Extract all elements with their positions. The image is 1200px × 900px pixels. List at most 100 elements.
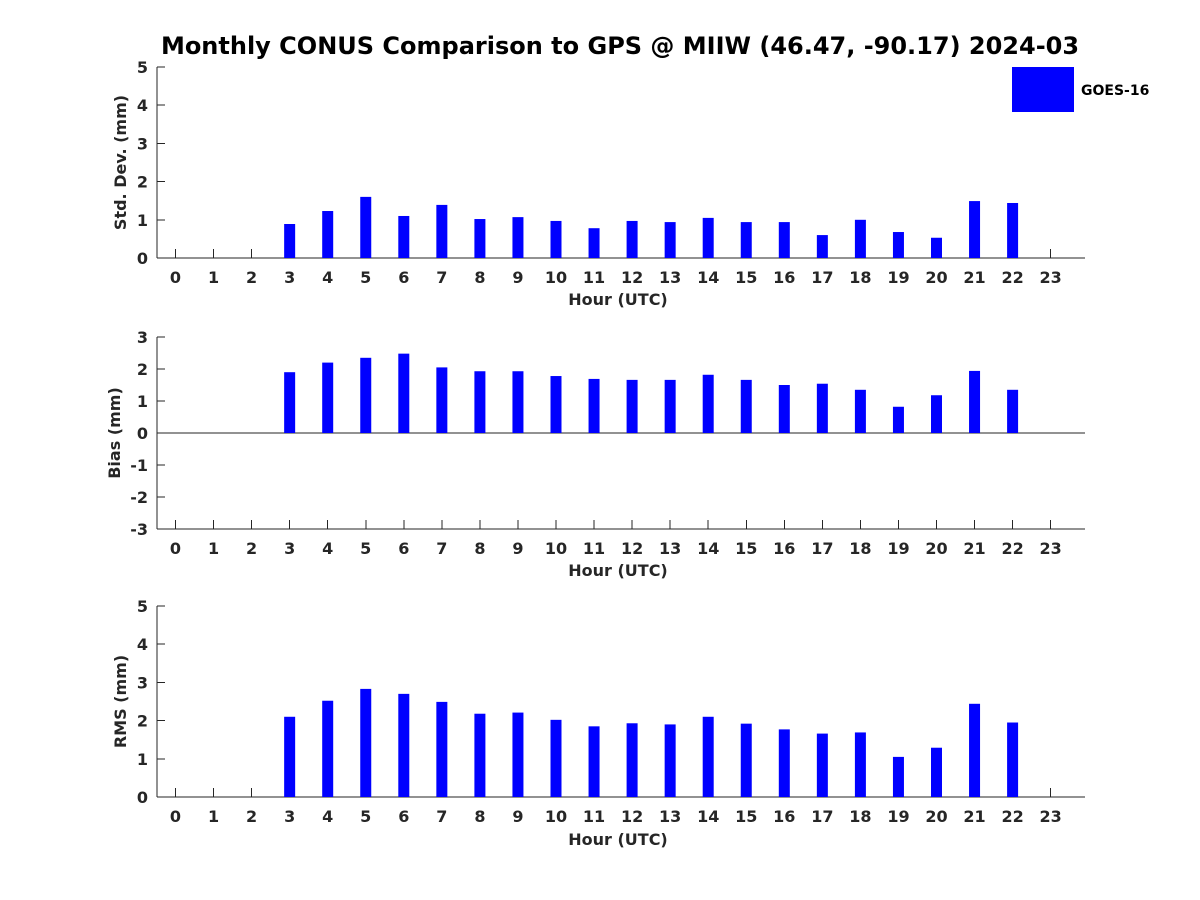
y-axis-label: RMS (mm) <box>111 655 130 748</box>
x-tick-label: 18 <box>849 268 871 287</box>
bar-hour-5 <box>360 688 372 797</box>
y-axis-label: Bias (mm) <box>105 387 124 479</box>
x-tick-label: 0 <box>170 539 181 558</box>
bar-hour-7 <box>436 701 448 797</box>
x-tick-label: 2 <box>246 807 257 826</box>
bar-hour-13 <box>664 724 676 797</box>
bar-hour-14 <box>702 217 714 258</box>
bar-hour-10 <box>550 220 562 258</box>
bar-hour-15 <box>740 222 752 258</box>
bar-hour-4 <box>322 700 334 797</box>
x-tick-label: 3 <box>284 268 295 287</box>
bar-hour-11 <box>588 228 600 258</box>
x-tick-label: 14 <box>697 268 719 287</box>
y-tick-label: 1 <box>137 211 148 230</box>
bar-hour-20 <box>931 747 942 797</box>
bar-hour-16 <box>778 385 790 433</box>
y-axis-label: Std. Dev. (mm) <box>111 95 130 230</box>
x-tick-label: 13 <box>659 539 681 558</box>
x-tick-label: 4 <box>322 268 333 287</box>
bar-hour-18 <box>854 732 866 797</box>
x-tick-label: 13 <box>659 807 681 826</box>
x-tick-label: 7 <box>436 539 447 558</box>
x-tick-label: 16 <box>773 539 795 558</box>
x-tick-label: 20 <box>925 539 947 558</box>
bar-hour-6 <box>398 693 410 797</box>
x-tick-label: 12 <box>621 807 643 826</box>
legend: GOES-16 <box>1012 67 1149 112</box>
bar-hour-8 <box>474 219 486 258</box>
x-tick-label: 6 <box>398 807 409 826</box>
x-tick-label: 17 <box>811 807 833 826</box>
x-tick-label: 22 <box>1001 807 1023 826</box>
bar-hour-8 <box>474 713 486 797</box>
y-tick-label: 2 <box>137 173 148 192</box>
bar-hour-12 <box>626 723 638 797</box>
x-tick-label: 20 <box>925 807 947 826</box>
bar-hour-18 <box>854 219 866 258</box>
bar-hour-17 <box>816 733 828 797</box>
legend-swatch <box>1012 67 1074 112</box>
x-tick-label: 15 <box>735 539 757 558</box>
x-tick-label: 16 <box>773 268 795 287</box>
x-tick-label: 15 <box>735 268 757 287</box>
x-tick-label: 17 <box>811 539 833 558</box>
bar-hour-19 <box>892 232 904 258</box>
bar-hour-18 <box>854 389 866 433</box>
y-tick-label: 4 <box>137 635 148 654</box>
x-tick-label: 18 <box>849 807 871 826</box>
x-tick-label: 19 <box>887 539 909 558</box>
bar-hour-14 <box>702 374 714 433</box>
x-tick-label: 16 <box>773 807 795 826</box>
x-tick-label: 5 <box>360 268 371 287</box>
y-tick-label: 5 <box>137 58 148 77</box>
y-tick-label: 3 <box>137 328 148 347</box>
bar-hour-3 <box>284 716 296 797</box>
x-tick-label: 0 <box>170 807 181 826</box>
bar-hour-3 <box>284 224 296 258</box>
bar-hour-20 <box>931 395 942 433</box>
x-tick-label: 2 <box>246 268 257 287</box>
bar-hour-17 <box>816 383 828 433</box>
bar-hour-12 <box>626 220 638 258</box>
bar-hour-13 <box>664 222 676 258</box>
x-tick-label: 19 <box>887 807 909 826</box>
bar-hour-3 <box>284 372 296 433</box>
bar-hour-11 <box>588 378 600 433</box>
bar-hour-22 <box>1007 202 1019 258</box>
x-tick-label: 4 <box>322 539 333 558</box>
x-tick-label: 17 <box>811 268 833 287</box>
bar-hour-4 <box>322 362 334 433</box>
bar-hour-21 <box>969 703 981 797</box>
x-tick-label: 3 <box>284 807 295 826</box>
bar-hour-10 <box>550 719 562 797</box>
x-tick-label: 23 <box>1040 807 1062 826</box>
x-tick-label: 21 <box>963 807 985 826</box>
x-tick-label: 8 <box>474 268 485 287</box>
x-tick-label: 0 <box>170 268 181 287</box>
y-tick-label: 3 <box>137 134 148 153</box>
x-tick-label: 21 <box>963 268 985 287</box>
bar-hour-21 <box>969 370 981 433</box>
bar-hour-16 <box>778 729 790 797</box>
x-tick-label: 4 <box>322 807 333 826</box>
x-tick-label: 1 <box>208 807 219 826</box>
x-tick-label: 18 <box>849 539 871 558</box>
bar-hour-13 <box>664 379 676 433</box>
bar-hour-16 <box>778 222 790 258</box>
y-tick-label: 2 <box>137 360 148 379</box>
x-tick-label: 8 <box>474 807 485 826</box>
x-tick-label: 2 <box>246 539 257 558</box>
x-tick-label: 7 <box>436 807 447 826</box>
x-tick-label: 8 <box>474 539 485 558</box>
x-tick-label: 10 <box>545 539 567 558</box>
bar-hour-20 <box>931 237 942 258</box>
x-axis-label: Hour (UTC) <box>568 561 668 580</box>
bar-hour-9 <box>512 712 524 797</box>
x-tick-label: 10 <box>545 807 567 826</box>
x-tick-label: 21 <box>963 539 985 558</box>
x-tick-label: 12 <box>621 539 643 558</box>
